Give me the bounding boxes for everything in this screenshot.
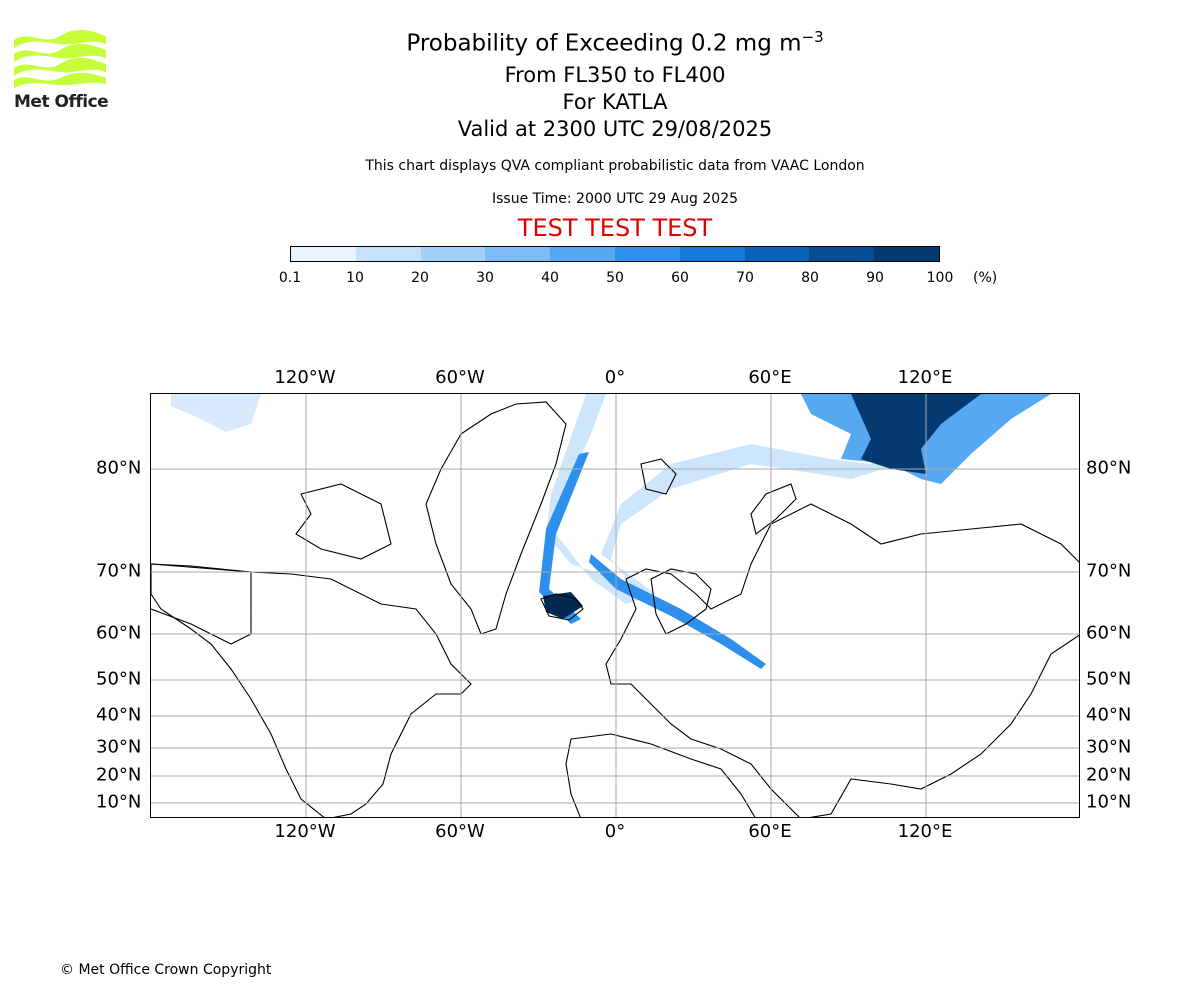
title-main: Probability of Exceeding 0.2 mg m — [406, 30, 802, 57]
colorbar-tick-label: 60 — [671, 270, 689, 286]
lat-label-left-10n: 10°N — [96, 791, 142, 813]
plume-greenland-trail — [539, 452, 589, 624]
colorbar-segment — [874, 247, 939, 261]
lon-label-top-0: 0° — [604, 367, 626, 388]
valid-time-subtitle: Valid at 2300 UTC 29/08/2025 — [457, 117, 773, 141]
lat-label-left-30n: 30°N — [96, 736, 142, 758]
canadian-arctic-outline — [295, 483, 392, 560]
lon-label-bottom-120w: 120°W — [274, 821, 336, 842]
volcano-subtitle: For KATLA — [562, 90, 668, 114]
map-canvas — [151, 394, 1079, 817]
greenland-outline — [425, 401, 567, 635]
lat-label-left-40n: 40°N — [96, 704, 142, 726]
lat-label-right-40n: 40°N — [1086, 704, 1132, 726]
issue-time-note: Issue Time: 2000 UTC 29 Aug 2025 — [491, 191, 739, 207]
colorbar-segment — [291, 247, 356, 261]
scandinavia-outline — [650, 568, 712, 635]
gridlines — [151, 394, 1079, 817]
africa-outline — [565, 733, 756, 817]
lon-label-bottom-60e: 60°E — [748, 821, 792, 842]
colorbar-tick-label: 90 — [866, 270, 884, 286]
plume-east-high-inner — [851, 394, 981, 474]
lat-label-left-60n: 60°N — [96, 622, 142, 644]
met-office-waves-icon — [14, 29, 106, 88]
lat-label-left-20n: 20°N — [96, 764, 142, 786]
colorbar-segment — [614, 247, 680, 261]
iceland-outline — [540, 593, 584, 621]
svalbard-outline — [640, 458, 677, 495]
colorbar-tick-label: 30 — [476, 270, 494, 286]
logo-text: Met Office — [14, 92, 109, 112]
plume-scandinavia-streak — [589, 554, 766, 669]
test-banner: TEST TEST TEST — [517, 214, 713, 242]
colorbar-tick-label: 50 — [606, 270, 624, 286]
colorbar-segment — [550, 247, 615, 261]
north-america-outline — [151, 563, 472, 817]
colorbar-segment — [420, 247, 486, 261]
flight-level-subtitle: From FL350 to FL400 — [504, 63, 726, 87]
colorbar-tick-label: 80 — [801, 270, 819, 286]
lat-label-right-80n: 80°N — [1086, 457, 1132, 479]
lat-label-right-60n: 60°N — [1086, 622, 1132, 644]
colorbar-segment — [744, 247, 810, 261]
lat-label-right-10n: 10°N — [1086, 791, 1132, 813]
eurasia-outline — [605, 503, 1079, 817]
lon-label-top-60e: 60°E — [748, 367, 792, 388]
plume-arctic-low — [171, 394, 261, 432]
alaska-outline — [151, 563, 252, 645]
lat-label-left-50n: 50°N — [96, 668, 142, 690]
chart-title: Probability of Exceeding 0.2 mg m−3 — [406, 28, 823, 57]
probability-plume — [171, 394, 1051, 669]
colorbar-tick-label: 70 — [736, 270, 754, 286]
lat-label-right-50n: 50°N — [1086, 668, 1132, 690]
copyright-notice: © Met Office Crown Copyright — [60, 962, 272, 978]
lon-label-bottom-120e: 120°E — [897, 821, 953, 842]
colorbar — [290, 246, 940, 262]
map-frame — [150, 393, 1080, 818]
data-source-note: This chart displays QVA compliant probab… — [365, 158, 865, 174]
colorbar-segment — [809, 247, 875, 261]
colorbar-unit: (%) — [973, 270, 998, 286]
title-superscript: −3 — [801, 28, 824, 46]
lat-label-right-30n: 30°N — [1086, 736, 1132, 758]
lon-label-top-60w: 60°W — [435, 367, 485, 388]
coastlines — [151, 401, 1079, 817]
lat-label-left-70n: 70°N — [96, 560, 142, 582]
colorbar-tick-label: 100 — [926, 270, 954, 286]
lat-label-right-20n: 20°N — [1086, 764, 1132, 786]
colorbar-segment — [679, 247, 745, 261]
colorbar-tick-label: 40 — [541, 270, 559, 286]
lon-label-bottom-0: 0° — [604, 821, 626, 842]
lon-label-top-120w: 120°W — [274, 367, 336, 388]
lon-label-bottom-60w: 60°W — [435, 821, 485, 842]
lat-label-left-80n: 80°N — [96, 457, 142, 479]
novaya-zemlya-outline — [750, 483, 797, 535]
lon-label-top-120e: 120°E — [897, 367, 953, 388]
colorbar-segment — [485, 247, 551, 261]
colorbar-tick-label: 10 — [346, 270, 364, 286]
lat-label-right-70n: 70°N — [1086, 560, 1132, 582]
colorbar-tick-label: 0.1 — [278, 270, 302, 286]
met-office-logo — [14, 29, 106, 112]
colorbar-segment — [355, 247, 421, 261]
colorbar-tick-label: 20 — [411, 270, 429, 286]
